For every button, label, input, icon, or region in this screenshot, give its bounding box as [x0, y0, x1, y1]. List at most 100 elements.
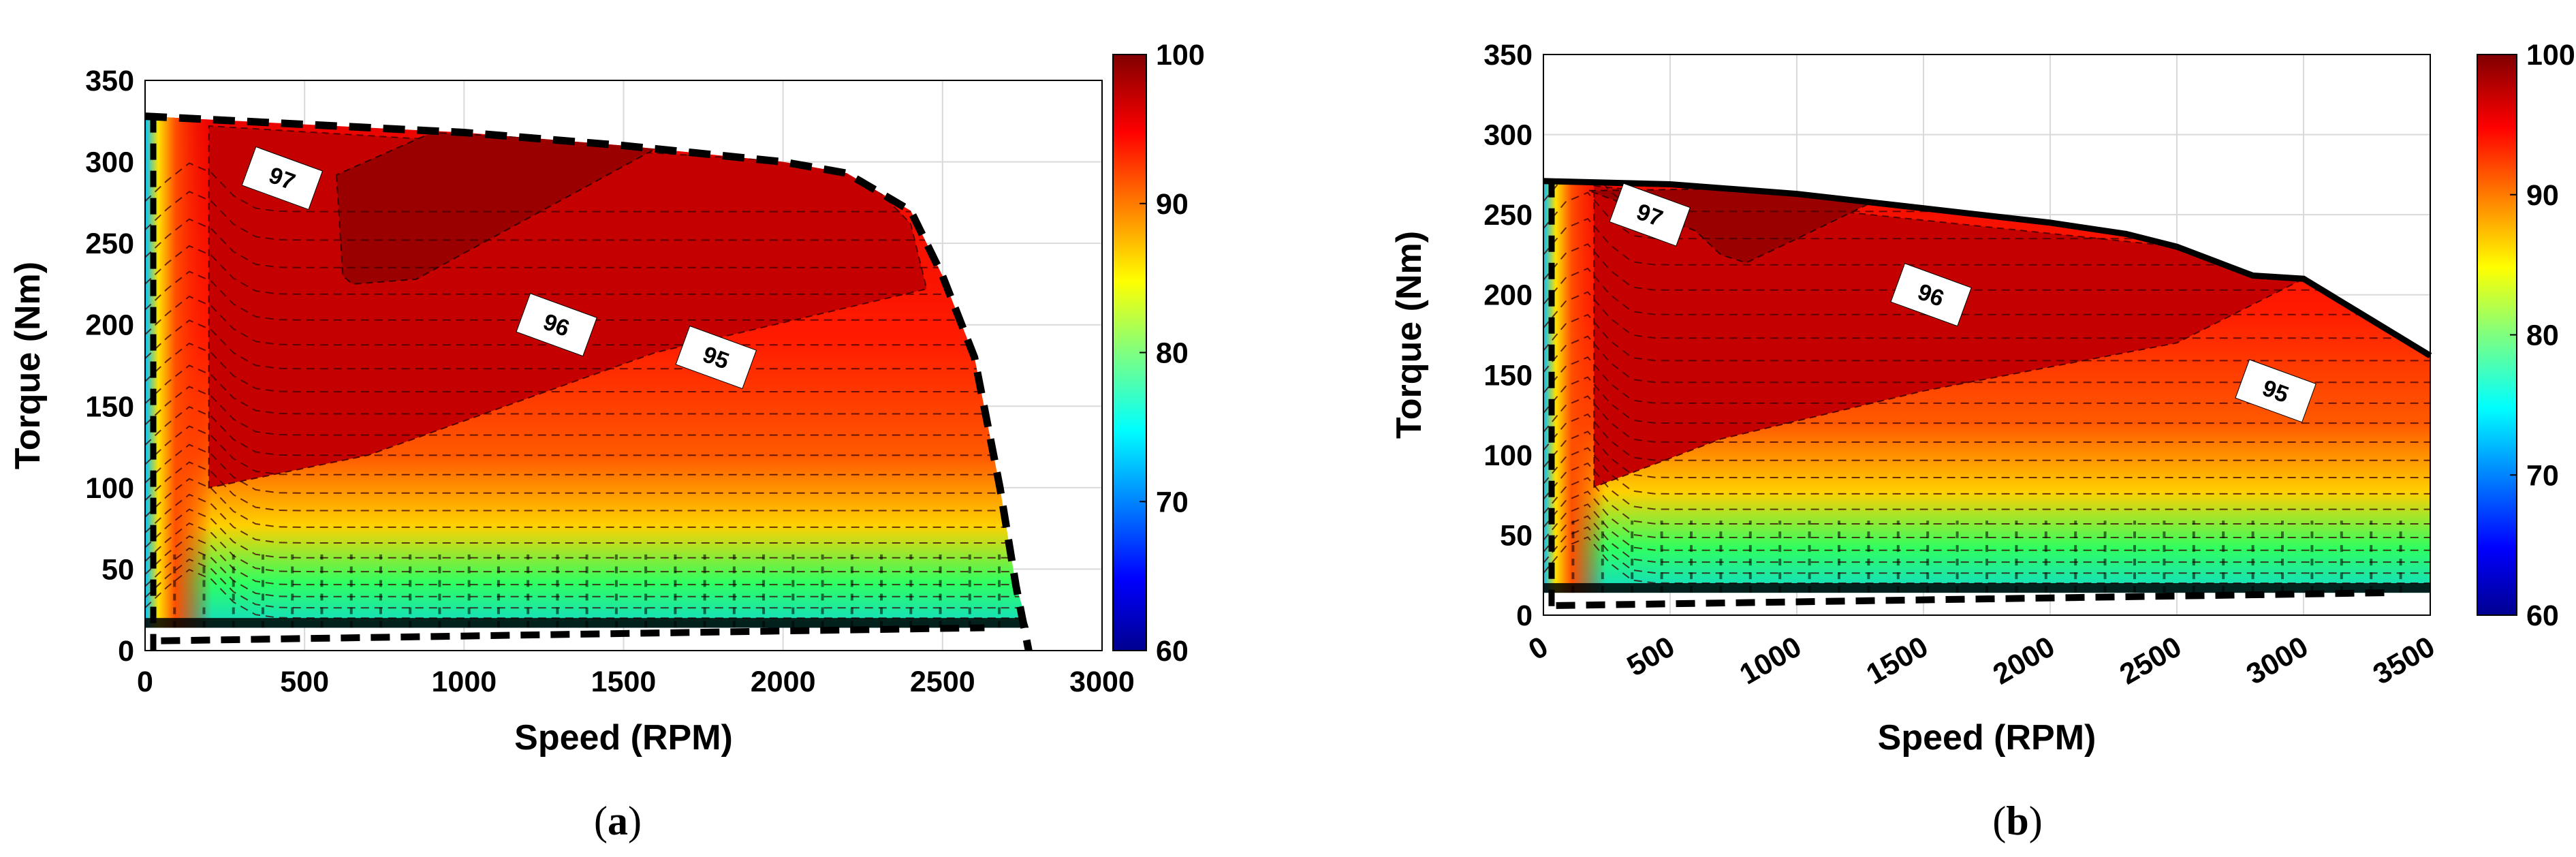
contour-label-group: 95: [675, 325, 757, 390]
y-tick-label: 50: [101, 553, 134, 586]
colorbar-tick-label: 80: [1156, 337, 1189, 370]
x-tick-label: 3000: [2241, 630, 2314, 691]
contour-label-group: 96: [1890, 263, 1972, 327]
contour-band: [1543, 582, 2430, 593]
x-tick-label: 3000: [1069, 666, 1135, 698]
contour-line: [1543, 431, 2430, 478]
caption-close: ): [2029, 798, 2043, 843]
y-tick-label: 100: [85, 472, 134, 505]
contour-line: [145, 320, 1029, 370]
contour-line: [145, 478, 1029, 528]
y-tick-label: 200: [85, 309, 134, 342]
panel-caption: (a): [594, 798, 642, 843]
contour-line: [1543, 462, 2430, 510]
caption-open: (: [594, 798, 608, 843]
contour-line: [145, 443, 1029, 494]
colorbar-tick-label: 100: [2526, 39, 2575, 72]
contour-label-box: [241, 146, 324, 211]
x-axis-label: Speed (RPM): [1878, 718, 2096, 758]
contour-line: [1543, 356, 2430, 404]
caption-close: ): [628, 798, 642, 843]
contour-line: [1543, 191, 2430, 240]
y-tick-label: 350: [1483, 39, 1533, 72]
x-tick-label: 500: [1622, 630, 1680, 683]
contour-label-group: 97: [1609, 183, 1691, 247]
colorbar-tick-label: 80: [2526, 320, 2559, 352]
x-tick-label: 0: [1523, 630, 1554, 667]
y-tick-label: 50: [1500, 519, 1533, 552]
panel-b: 97 96 95 0 500 1000 1500 2000 2500 3000 3500 0 50 100…: [1389, 39, 2575, 843]
contour-line: [145, 162, 1029, 213]
torque-envelope: [1543, 178, 2432, 358]
contour-label-box: [2235, 359, 2316, 423]
contour-label-box: [516, 293, 597, 357]
y-tick-label: 300: [1483, 119, 1533, 152]
lowtorque-boundary: [1556, 589, 2386, 609]
contour-label-box: [1609, 183, 1691, 247]
y-tick-label: 350: [85, 65, 134, 97]
contour-line: [145, 342, 1029, 392]
x-tick-label: 1000: [1734, 630, 1807, 691]
colorbar-tick-label: 90: [2526, 179, 2559, 212]
y-axis-label: Torque (Nm): [8, 262, 48, 469]
contour-line: [1543, 447, 2430, 495]
x-tick-label: 1000: [431, 666, 497, 698]
x-tick-label: 500: [280, 666, 329, 698]
x-tick-label: 1500: [1861, 630, 1934, 691]
contour-line: [1543, 335, 2430, 384]
contour-line: [145, 364, 1029, 415]
x-tick-label: 2500: [2114, 630, 2187, 691]
y-tick-label: 300: [85, 146, 134, 179]
x-tick-label: 0: [137, 666, 153, 698]
x-tick-label: 1500: [591, 666, 657, 698]
lowtorque-boundary: [161, 624, 985, 644]
torque-envelope: [144, 112, 1033, 652]
contour-line: [1543, 313, 2430, 362]
contour-line: [1543, 413, 2430, 461]
contour-line: [145, 461, 1029, 512]
contour-line: [145, 493, 1029, 544]
contour-line: [1543, 291, 2430, 339]
colorbar-tick-label: 70: [1156, 486, 1189, 518]
y-tick-label: 250: [85, 228, 134, 260]
contour-band: [145, 618, 1029, 628]
y-tick-label: 150: [85, 390, 134, 423]
caption-letter: a: [608, 798, 628, 843]
axes-box: [144, 80, 1103, 651]
contour-label-group: 97: [241, 146, 324, 211]
contour-line: [145, 406, 1029, 456]
contour-line: [145, 191, 1029, 241]
contour-line: [145, 218, 1029, 268]
y-tick-label: 200: [1483, 279, 1533, 312]
colorbar-tick-label: 60: [2526, 599, 2559, 632]
caption-open: (: [1992, 798, 2006, 843]
panel-caption: (b): [1992, 798, 2042, 843]
contour-label-group: 95: [2235, 359, 2316, 423]
contour-line: [145, 425, 1029, 476]
contour-label-box: [1890, 263, 1972, 327]
contour-line: [1543, 181, 2430, 213]
x-tick-label: 2500: [910, 666, 975, 698]
y-tick-label: 100: [1483, 439, 1533, 472]
contour-line: [145, 386, 1029, 436]
x-tick-label: 2000: [751, 666, 816, 698]
panel-a: 97 96 95 0 500 1000 1500 2000 2500 3000 0 50 100 150 2…: [8, 39, 1205, 843]
contour-label-group: 96: [516, 293, 597, 357]
contour-label-box: [675, 325, 757, 390]
y-axis-label: Torque (Nm): [1389, 231, 1429, 439]
axes-box: [1543, 54, 2431, 616]
x-tick-label: 3500: [2368, 630, 2440, 691]
contour-line: [1543, 217, 2430, 266]
y-tick-label: 150: [1483, 359, 1533, 392]
x-axis-label: Speed (RPM): [514, 718, 733, 758]
contour-line: [1543, 267, 2430, 315]
y-tick-label: 0: [118, 635, 134, 668]
contour-line: [1543, 243, 2430, 291]
colorbar-tick-label: 70: [2526, 459, 2559, 492]
contour-line: [1543, 395, 2430, 443]
colorbar-tick-label: 60: [1156, 635, 1189, 668]
contour-line: [145, 245, 1029, 295]
y-tick-label: 0: [1516, 599, 1533, 632]
x-tick-label: 2000: [1988, 630, 2060, 691]
